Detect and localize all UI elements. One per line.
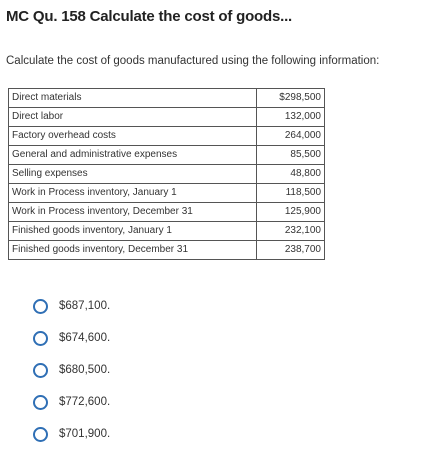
row-value: 125,900 [256, 202, 325, 222]
option-label[interactable]: $687,100. [59, 300, 111, 312]
row-label: General and administrative expenses [8, 145, 257, 165]
table-row: Work in Process inventory, December 31 1… [8, 202, 325, 222]
answer-option-5[interactable]: $701,900. [33, 420, 110, 448]
row-label: Selling expenses [8, 164, 257, 184]
option-label[interactable]: $680,500. [59, 364, 111, 376]
row-label: Finished goods inventory, December 31 [8, 240, 257, 260]
table-row: Work in Process inventory, January 1 118… [8, 183, 325, 203]
table-row: Selling expenses 48,800 [8, 164, 325, 184]
question-prompt: Calculate the cost of goods manufactured… [6, 55, 380, 67]
row-value: 264,000 [256, 126, 325, 146]
row-value: $298,500 [256, 88, 325, 108]
option-label[interactable]: $772,600. [59, 396, 111, 408]
row-value: 118,500 [256, 183, 325, 203]
row-label: Finished goods inventory, January 1 [8, 221, 257, 241]
cost-data-table: Direct materials $298,500 Direct labor 1… [8, 88, 325, 260]
radio-button[interactable] [33, 298, 48, 314]
radio-button[interactable] [33, 426, 48, 442]
option-label[interactable]: $674,600. [59, 332, 111, 344]
answer-option-2[interactable]: $674,600. [33, 324, 110, 352]
answer-option-1[interactable]: $687,100. [33, 292, 110, 320]
table-row: Finished goods inventory, January 1 232,… [8, 221, 325, 241]
row-value: 238,700 [256, 240, 325, 260]
table-row: Finished goods inventory, December 31 23… [8, 240, 325, 260]
row-label: Factory overhead costs [8, 126, 257, 146]
answer-options: $687,100. $674,600. $680,500. $772,600. … [33, 292, 110, 452]
table-row: General and administrative expenses 85,5… [8, 145, 325, 165]
radio-button[interactable] [33, 362, 48, 378]
row-label: Direct materials [8, 88, 257, 108]
radio-button[interactable] [33, 330, 48, 346]
option-label[interactable]: $701,900. [59, 428, 111, 440]
answer-option-3[interactable]: $680,500. [33, 356, 110, 384]
row-label: Work in Process inventory, January 1 [8, 183, 257, 203]
table-row: Direct labor 132,000 [8, 107, 325, 127]
row-value: 132,000 [256, 107, 325, 127]
answer-option-4[interactable]: $772,600. [33, 388, 110, 416]
row-value: 48,800 [256, 164, 325, 184]
table-row: Factory overhead costs 264,000 [8, 126, 325, 146]
row-value: 85,500 [256, 145, 325, 165]
row-label: Direct labor [8, 107, 257, 127]
row-value: 232,100 [256, 221, 325, 241]
table-row: Direct materials $298,500 [8, 88, 325, 108]
radio-button[interactable] [33, 394, 48, 410]
question-title: MC Qu. 158 Calculate the cost of goods..… [6, 8, 293, 25]
row-label: Work in Process inventory, December 31 [8, 202, 257, 222]
